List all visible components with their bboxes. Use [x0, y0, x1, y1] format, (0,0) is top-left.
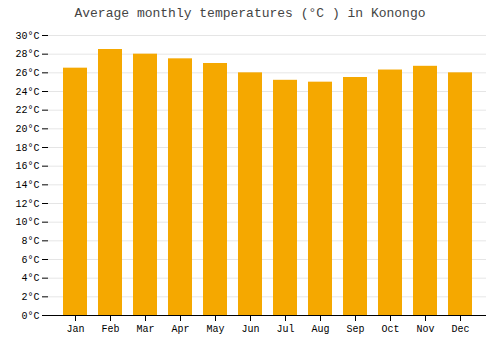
- svg-text:Aug: Aug: [311, 324, 329, 335]
- svg-text:12°C: 12°C: [15, 199, 39, 210]
- svg-text:22°C: 22°C: [15, 105, 39, 116]
- svg-text:18°C: 18°C: [15, 143, 39, 154]
- svg-text:30°C: 30°C: [15, 31, 39, 42]
- svg-text:Mar: Mar: [136, 324, 154, 335]
- svg-text:20°C: 20°C: [15, 124, 39, 135]
- svg-text:Dec: Dec: [451, 324, 469, 335]
- svg-text:Feb: Feb: [101, 324, 119, 335]
- svg-text:Jul: Jul: [276, 324, 294, 335]
- svg-text:Nov: Nov: [416, 324, 434, 335]
- svg-text:14°C: 14°C: [15, 180, 39, 191]
- svg-text:24°C: 24°C: [15, 87, 39, 98]
- svg-text:16°C: 16°C: [15, 161, 39, 172]
- svg-text:6°C: 6°C: [21, 255, 39, 266]
- svg-text:Sep: Sep: [346, 324, 364, 335]
- svg-text:May: May: [206, 324, 224, 335]
- svg-text:Jan: Jan: [66, 324, 84, 335]
- svg-text:Oct: Oct: [381, 324, 399, 335]
- svg-text:10°C: 10°C: [15, 217, 39, 228]
- svg-text:4°C: 4°C: [21, 273, 39, 284]
- svg-text:Jun: Jun: [241, 324, 259, 335]
- svg-text:2°C: 2°C: [21, 292, 39, 303]
- svg-text:26°C: 26°C: [15, 68, 39, 79]
- html-text:Average monthly temperatures (: Average monthly temperatures (°C ) in Ko…: [74, 6, 426, 21]
- svg-text:Apr: Apr: [171, 324, 189, 335]
- svg-text:0°C: 0°C: [21, 311, 39, 322]
- svg-text:8°C: 8°C: [21, 236, 39, 247]
- svg-text:28°C: 28°C: [15, 49, 39, 60]
